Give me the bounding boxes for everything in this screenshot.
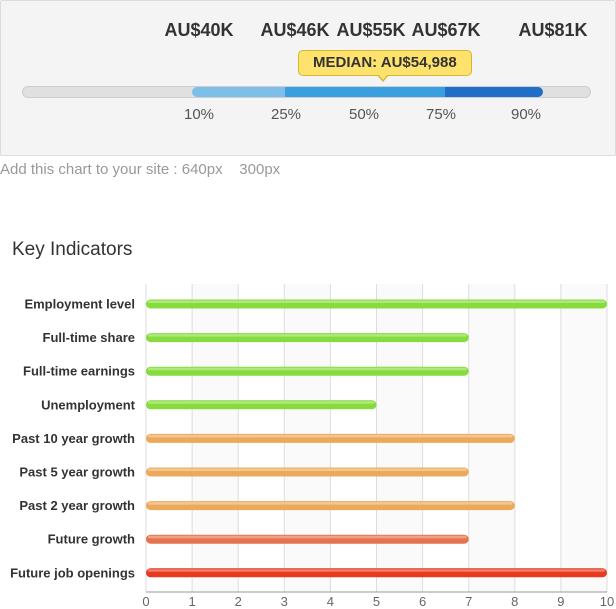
category-label: Full-time earnings [23, 364, 135, 379]
category-label: Past 2 year growth [19, 498, 135, 513]
salary-panel: AU$40K AU$46K AU$55K AU$67K AU$81K MEDIA… [0, 0, 616, 156]
bar [146, 501, 515, 511]
bar [146, 333, 469, 343]
x-tick-label: 9 [557, 594, 564, 609]
p90-label: 90% [510, 106, 542, 123]
bar [146, 467, 469, 477]
p50-label: 50% [348, 106, 380, 123]
bar [146, 400, 377, 410]
embed-label: Add this chart to your site : 640px [0, 161, 223, 178]
bar-highlight [148, 569, 605, 572]
category-label: Future growth [48, 532, 135, 547]
bar [146, 568, 607, 578]
p50-value: AU$55K [336, 20, 406, 40]
x-tick-label: 6 [419, 594, 426, 609]
bar-highlight [148, 334, 467, 337]
x-tick-label: 3 [281, 594, 288, 609]
p10-label: 10% [183, 106, 215, 123]
range-10-25 [192, 87, 285, 97]
key-indicators-chart: Employment level Full-time share Full-time… [10, 284, 614, 609]
range-25-75 [285, 87, 445, 97]
category-label: Full-time share [43, 330, 135, 345]
x-tick-label: 10 [600, 594, 614, 609]
bar-highlight [148, 502, 513, 505]
embed-size-text: Add this chart to your site : 640px 300p… [0, 161, 280, 178]
bar [146, 366, 469, 376]
embed-size-height[interactable]: 300px [239, 161, 281, 178]
category-label: Future job openings [10, 565, 135, 580]
bar-highlight [148, 401, 375, 404]
p25-value: AU$46K [260, 20, 330, 40]
bar-highlight [148, 367, 467, 371]
p90-value: AU$81K [518, 20, 588, 40]
bar [146, 534, 469, 544]
grid-band [560, 284, 607, 592]
p25-label: 25% [270, 106, 302, 123]
category-label: Unemployment [41, 397, 136, 412]
x-tick-label: 1 [188, 594, 195, 609]
median-badge: MEDIAN: AU$54,988 [298, 50, 472, 82]
x-tick-label: 0 [142, 594, 149, 609]
median-label: MEDIAN: AU$54,988 [313, 54, 457, 71]
p10-value: AU$40K [164, 20, 234, 40]
x-tick-label: 4 [327, 594, 334, 609]
category-label: Past 10 year growth [12, 431, 135, 446]
range-75-90 [445, 87, 543, 97]
x-tick-label: 8 [511, 594, 518, 609]
x-tick-label: 2 [235, 594, 242, 609]
x-tick-label: 5 [373, 594, 380, 609]
bar-highlight [148, 300, 605, 303]
category-label: Employment level [24, 297, 135, 312]
p75-value: AU$67K [411, 20, 481, 40]
bar-highlight [148, 434, 513, 438]
bar-highlight [148, 468, 467, 471]
p75-label: 75% [425, 106, 457, 123]
bar [146, 433, 515, 443]
category-label: Past 5 year growth [19, 465, 135, 480]
bar [146, 299, 607, 309]
bar-highlight [148, 535, 467, 539]
x-tick-label: 7 [465, 594, 472, 609]
section-title: Key Indicators [12, 239, 133, 260]
